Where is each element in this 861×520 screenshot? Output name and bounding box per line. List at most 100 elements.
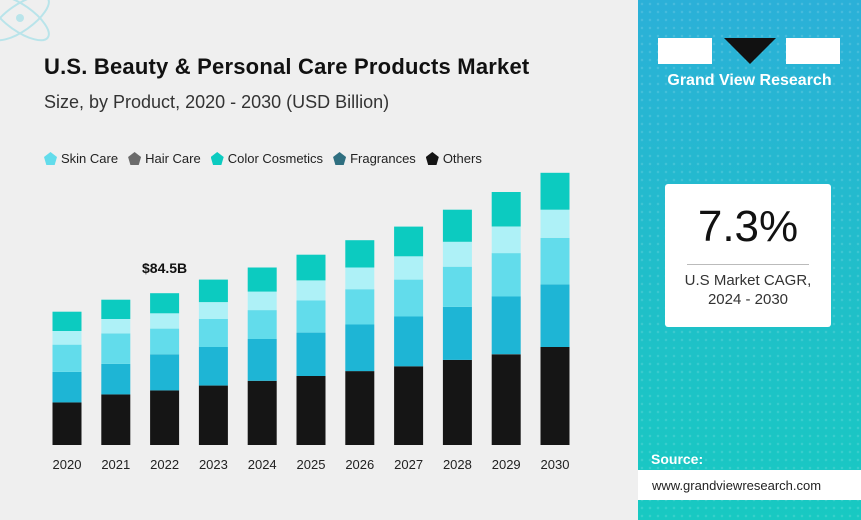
cagr-label-line1: U.S Market CAGR, [684,272,812,289]
bar-segment-fragrances-2020 [52,331,82,345]
bar-segment-skin-care-2030 [540,237,570,285]
bar-segment-color-cosmetics-2025 [296,254,326,281]
bar-segment-skin-care-2029 [491,253,521,297]
bar-segment-hair-care-2021 [101,363,131,395]
bar-segment-others-2024 [247,380,277,445]
bar-segment-others-2028 [442,359,472,445]
bar-segment-color-cosmetics-2028 [442,209,472,242]
source-url[interactable]: www.grandviewresearch.com [652,478,822,493]
bar-segment-fragrances-2021 [101,318,131,334]
bar-segment-hair-care-2026 [345,324,375,372]
cagr-label: U.S Market CAGR, 2024 - 2030 [665,271,831,309]
bar-segment-fragrances-2026 [345,267,375,290]
x-tick-label-2029: 2029 [492,457,521,472]
bar-segment-hair-care-2025 [296,332,326,376]
x-tick-label-2020: 2020 [53,457,82,472]
cagr-divider [687,264,809,265]
bar-segment-hair-care-2030 [540,284,570,347]
bar-segment-skin-care-2028 [442,266,472,307]
x-tick-label-2023: 2023 [199,457,228,472]
bar-segment-skin-care-2021 [101,333,131,364]
legend-item-skin-care: Skin Care [44,151,118,166]
legend-label-fragrances: Fragrances [350,151,416,166]
x-tick-label-2030: 2030 [541,457,570,472]
bar-segment-others-2023 [198,385,228,445]
bar-segment-others-2026 [345,371,375,445]
legend-label-skin-care: Skin Care [61,151,119,166]
bar-segment-hair-care-2020 [52,371,82,403]
chart-panel: U.S. Beauty & Personal Care Products Mar… [0,0,570,472]
bar-segment-fragrances-2030 [540,209,570,238]
bar-segment-others-2030 [540,347,570,445]
bar-segment-color-cosmetics-2024 [247,267,277,292]
bar-segment-fragrances-2023 [198,302,228,319]
bar-segment-color-cosmetics-2029 [491,192,521,227]
bar-segment-color-cosmetics-2023 [198,279,228,303]
source-label: Source: [651,451,704,467]
chart-legend: Skin Care Hair Care Color Cosmetics Frag… [44,151,482,166]
bar-segment-others-2029 [491,354,521,445]
bar-segment-color-cosmetics-2020 [52,311,82,331]
bar-segment-fragrances-2022 [150,313,180,329]
x-tick-label-2024: 2024 [248,457,277,472]
bar-segment-others-2022 [150,390,180,445]
bar-segment-skin-care-2024 [247,310,277,339]
cagr-value: 7.3% [697,202,799,251]
source-box [638,470,861,500]
data-label-2022: $84.5B [142,260,187,276]
legend-label-others: Others [442,151,482,166]
bar-segment-skin-care-2022 [150,328,180,355]
bar-segment-hair-care-2024 [247,339,277,381]
bar-segment-others-2025 [296,375,326,445]
bar-segment-hair-care-2022 [150,354,180,391]
bar-segment-fragrances-2028 [442,241,472,267]
cagr-label-line2: 2024 - 2030 [707,291,789,308]
legend-swatch-skin-care [44,152,57,165]
legend-item-hair-care: Hair Care [128,151,201,166]
bar-segment-hair-care-2027 [394,316,424,367]
bar-segment-skin-care-2027 [394,279,424,317]
brand-logo [658,38,840,66]
atom-logo-icon [0,0,50,42]
bar-segment-skin-care-2025 [296,300,326,333]
bar-segment-color-cosmetics-2030 [540,172,570,210]
x-tick-label-2026: 2026 [345,457,374,472]
legend-item-color-cosmetics: Color Cosmetics [210,151,324,166]
bar-segment-skin-care-2026 [345,289,375,325]
bar-segment-fragrances-2024 [247,291,277,311]
logo-right-box [786,38,840,64]
bar-segment-fragrances-2025 [296,280,326,301]
x-tick-label-2028: 2028 [443,457,472,472]
x-tick-label-2021: 2021 [101,457,130,472]
brand-name: Grand View Research [667,72,832,89]
legend-item-others: Others [425,151,482,166]
stacked-bar-chart: 2020 2021 2022 $84.5B 2023 2024 2025 2026 2027 20… [52,172,570,472]
bar-segment-hair-care-2029 [491,296,521,355]
x-tick-label-2027: 2027 [394,457,423,472]
cagr-card: 7.3% U.S Market CAGR, 2024 - 2030 [665,184,831,327]
bar-segment-fragrances-2029 [491,226,521,254]
bar-segment-skin-care-2020 [52,344,82,372]
bar-segment-color-cosmetics-2026 [345,240,375,268]
chart-title: U.S. Beauty & Personal Care Products Mar… [44,54,530,79]
x-tick-label-2025: 2025 [297,457,326,472]
bar-segment-color-cosmetics-2027 [394,226,424,257]
legend-label-hair-care: Hair Care [145,151,201,166]
x-tick-label-2022: 2022 [150,457,179,472]
legend-swatch-color-cosmetics [210,152,224,165]
bar-segment-hair-care-2028 [442,306,472,360]
chart-subtitle: Size, by Product, 2020 - 2030 (USD Billi… [44,92,390,112]
bar-segment-color-cosmetics-2022 [150,293,180,314]
legend-item-fragrances: Fragrances [333,151,416,166]
logo-left-box [658,38,712,64]
bar-segment-fragrances-2027 [394,256,424,280]
bar-segment-skin-care-2023 [198,318,228,347]
legend-swatch-fragrances [333,152,347,165]
bar-segment-hair-care-2023 [198,347,228,386]
logo-triangle-icon [724,38,776,64]
bar-segment-others-2021 [101,394,131,445]
legend-swatch-hair-care [128,152,142,165]
bar-segment-color-cosmetics-2021 [101,299,131,319]
legend-label-color-cosmetics: Color Cosmetics [227,151,324,166]
legend-swatch-others [425,152,439,165]
